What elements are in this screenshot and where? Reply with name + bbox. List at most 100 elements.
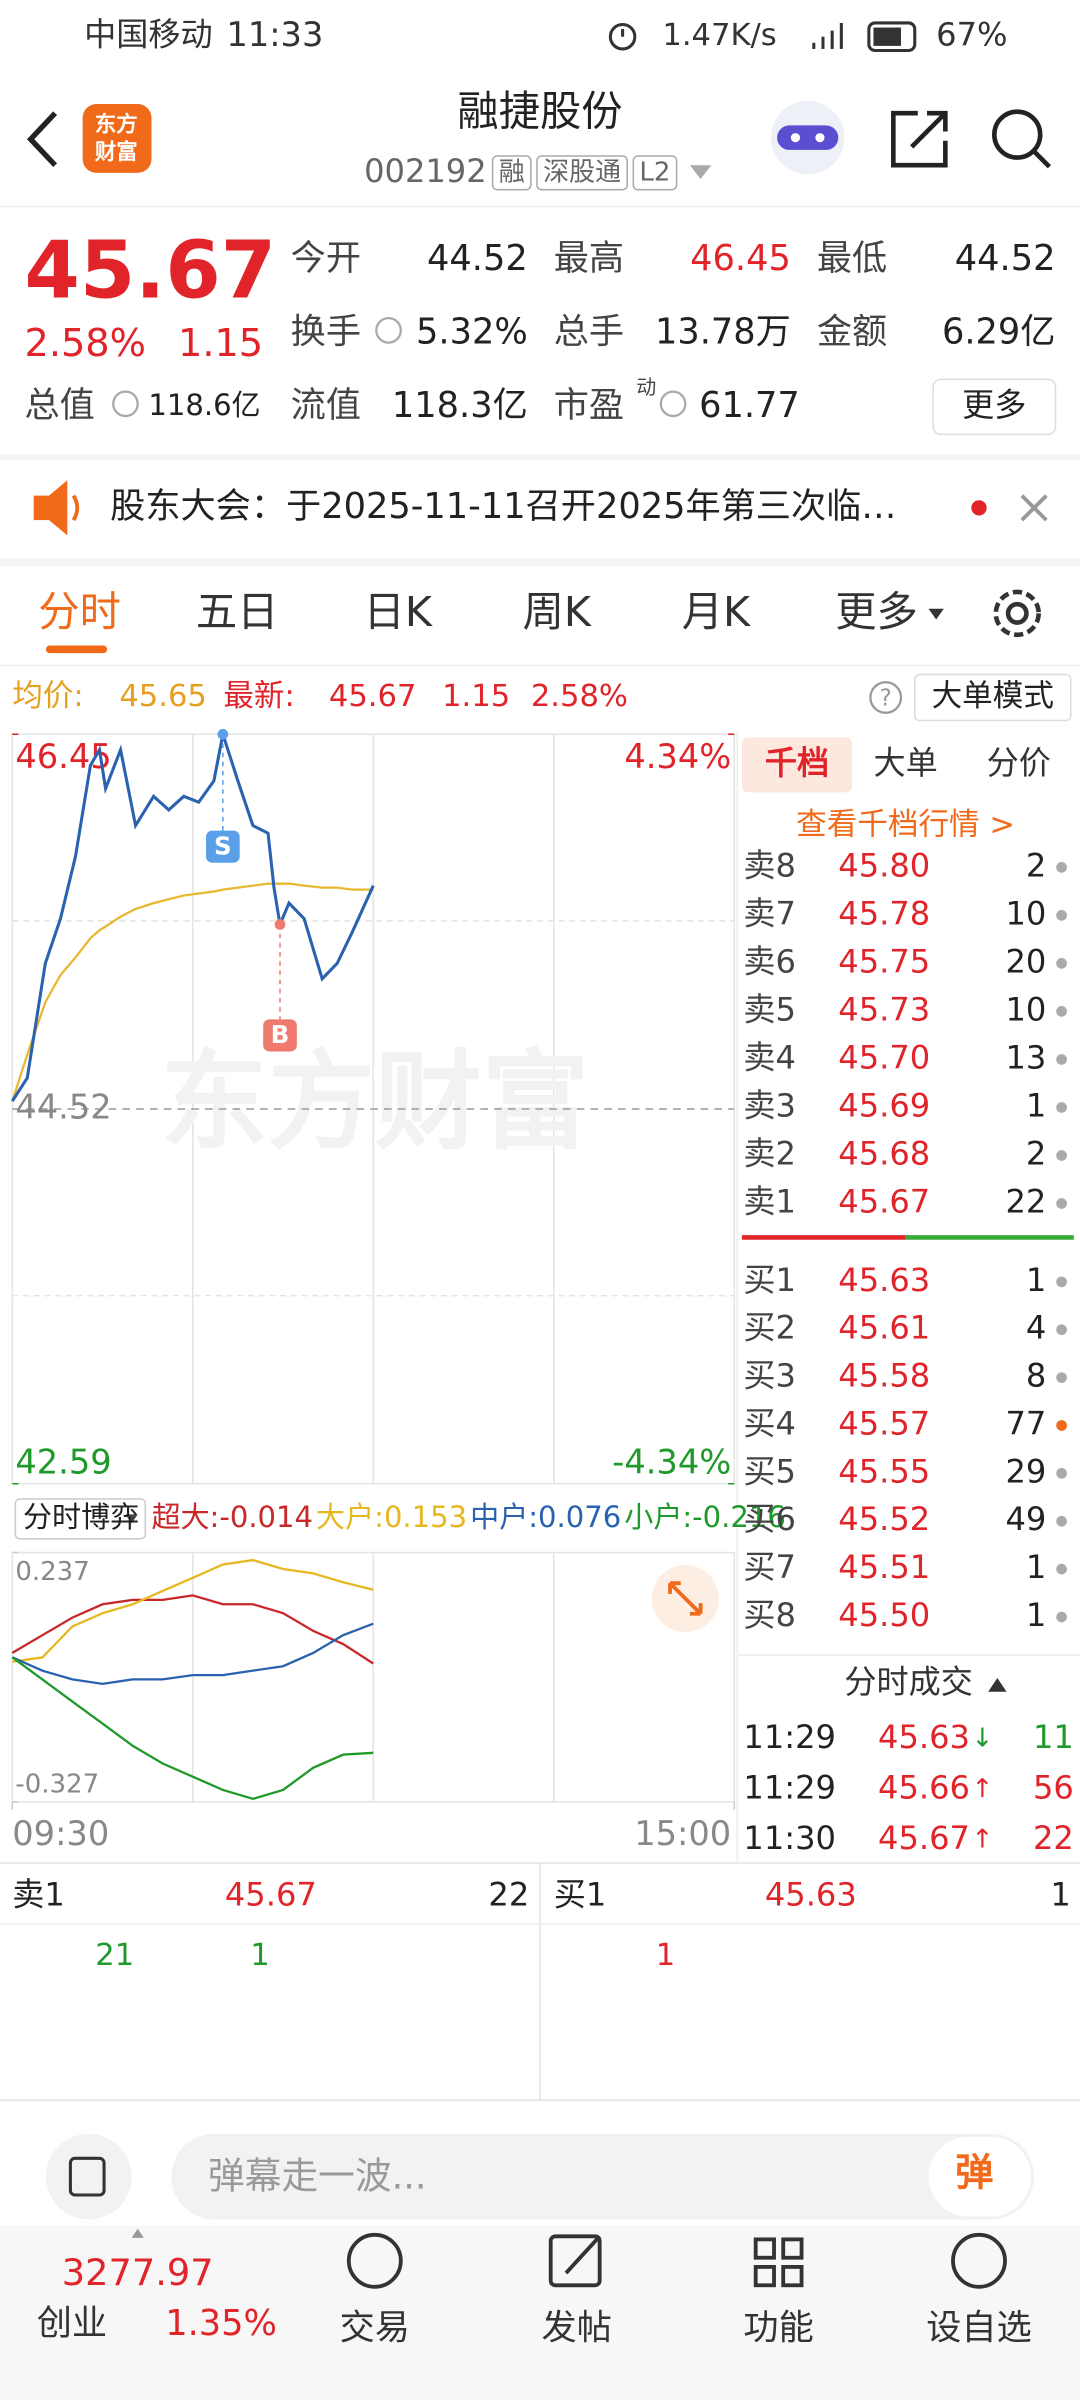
trade-price: 45.67 [878,1819,970,1857]
book-dot [1056,1467,1067,1479]
field-value: 6.29亿 [942,311,1056,352]
share-button[interactable] [891,110,948,168]
book-dot [1056,1102,1067,1113]
field-value: 46.45 [690,238,791,279]
fund-dropdown-box[interactable] [14,1498,147,1540]
y-tick-label: 44.52 [15,1087,111,1126]
marker-label: S [214,831,232,860]
field-label: 总手 [554,311,624,352]
orderbook-tab[interactable]: 分价 [987,744,1051,782]
tab[interactable]: 五日 [196,588,279,636]
book-price: 45.55 [838,1452,930,1490]
comment-icon[interactable] [45,2133,132,2220]
orderbook-tab-active[interactable] [741,737,853,793]
book-volume: 22 [1005,1183,1046,1221]
tab[interactable]: 月K [682,588,751,636]
app-logo[interactable] [82,104,152,173]
band [0,454,1080,461]
info-icon[interactable] [112,390,139,418]
bottom-nav [0,2225,1080,2400]
stock-tag: L2 [639,157,670,187]
legend-value: -0.014 [219,1500,313,1534]
nav-button[interactable]: 交易 [340,2308,410,2349]
comment-button[interactable]: 弹 [955,2152,993,2196]
fund-dropdown-button[interactable]: 分时博弈 [23,1500,139,1534]
trade-volume: 11 [1033,1718,1074,1756]
field-value: 118.3亿 [392,385,528,426]
clock: 11:33 [226,15,323,54]
index-value: 3277.97 [62,2251,214,2294]
comment-button-box[interactable] [928,2136,1032,2217]
trade-time: 11:29 [743,1769,836,1807]
back-button[interactable] [26,111,58,168]
settings-button[interactable] [993,589,1041,638]
book-dot [1056,1276,1067,1288]
tab[interactable]: 日K [364,588,433,636]
trade-volume: 22 [1033,1819,1074,1857]
book-price: 45.51 [838,1548,930,1586]
book-dot [1056,1515,1067,1527]
book-label: 卖7 [743,894,796,932]
change: 1.15 [178,322,263,366]
level2-queue: 1 [656,1938,675,1973]
fund-line [12,1558,374,1663]
book-dot [1056,1006,1067,1017]
index-name: 创业 [37,2303,107,2344]
comment-input[interactable] [171,2133,1035,2220]
book-volume: 10 [1005,990,1046,1028]
book-price: 45.78 [838,894,930,932]
orderbook-tab[interactable]: 千档 [765,744,829,782]
level2-price: 45.67 [225,1876,317,1914]
book-label: 买1 [743,1261,796,1299]
mode-button-box[interactable] [913,673,1072,722]
more-button-box[interactable] [932,378,1057,436]
book-price: 45.70 [838,1038,930,1076]
expand-button[interactable] [651,1564,719,1633]
book-volume: 49 [1005,1500,1046,1538]
tab[interactable]: 周K [523,588,592,636]
book-dot [1056,1611,1067,1623]
more-button[interactable]: 更多 [962,386,1026,424]
info-icon[interactable] [375,317,402,344]
y2-tick-label: -4.34% [612,1442,731,1481]
level2-queue: 1 [250,1938,269,1973]
info-icon[interactable] [659,390,687,418]
nav-button[interactable]: 发帖 [542,2308,612,2349]
search-button[interactable] [992,109,1051,169]
book-price: 45.63 [838,1261,930,1299]
trade-direction: ↓ [972,1724,994,1754]
nav-icons[interactable] [346,2232,1007,2289]
code-dropdown[interactable] [689,165,712,179]
help-circle[interactable] [869,681,903,714]
trades-title: 分时成交 [844,1663,972,1701]
nav-button[interactable]: 设自选 [926,2308,1032,2349]
more-dropdown[interactable] [928,608,944,620]
field-value: 44.52 [955,238,1056,279]
tab[interactable]: 分时 [38,588,121,636]
book-label: 卖3 [743,1086,796,1124]
book-volume: 8 [1026,1357,1046,1395]
mode-button[interactable]: 大单模式 [932,679,1054,714]
depth-link-button[interactable]: 查看千档行情 > [796,808,1015,843]
index-pct: 1.35% [165,2303,277,2344]
trades-toggle[interactable] [988,1678,1007,1692]
tab[interactable]: 更多 [835,588,918,636]
book-dot [1056,958,1067,969]
book-price: 45.57 [838,1404,930,1442]
fund-dropdown-arrow[interactable] [125,1514,138,1524]
book-label: 卖8 [743,846,796,884]
nav-button[interactable]: 功能 [743,2308,813,2349]
trade-time: 11:30 [743,1819,836,1857]
robot-icon[interactable] [770,100,845,175]
book-dot [1056,1420,1067,1431]
avg-label: 均价: [12,679,83,714]
change-pct: 2.58% [25,322,146,366]
index-toggle[interactable] [131,2228,144,2238]
book-volume: 20 [1005,942,1046,980]
book-volume: 13 [1005,1038,1046,1076]
y-tick-label: 42.59 [15,1442,111,1481]
help-button[interactable]: ? [880,686,892,712]
orderbook-tab[interactable]: 大单 [873,744,937,782]
field-label: 总值 [25,385,95,426]
close-notice[interactable] [1020,494,1048,522]
